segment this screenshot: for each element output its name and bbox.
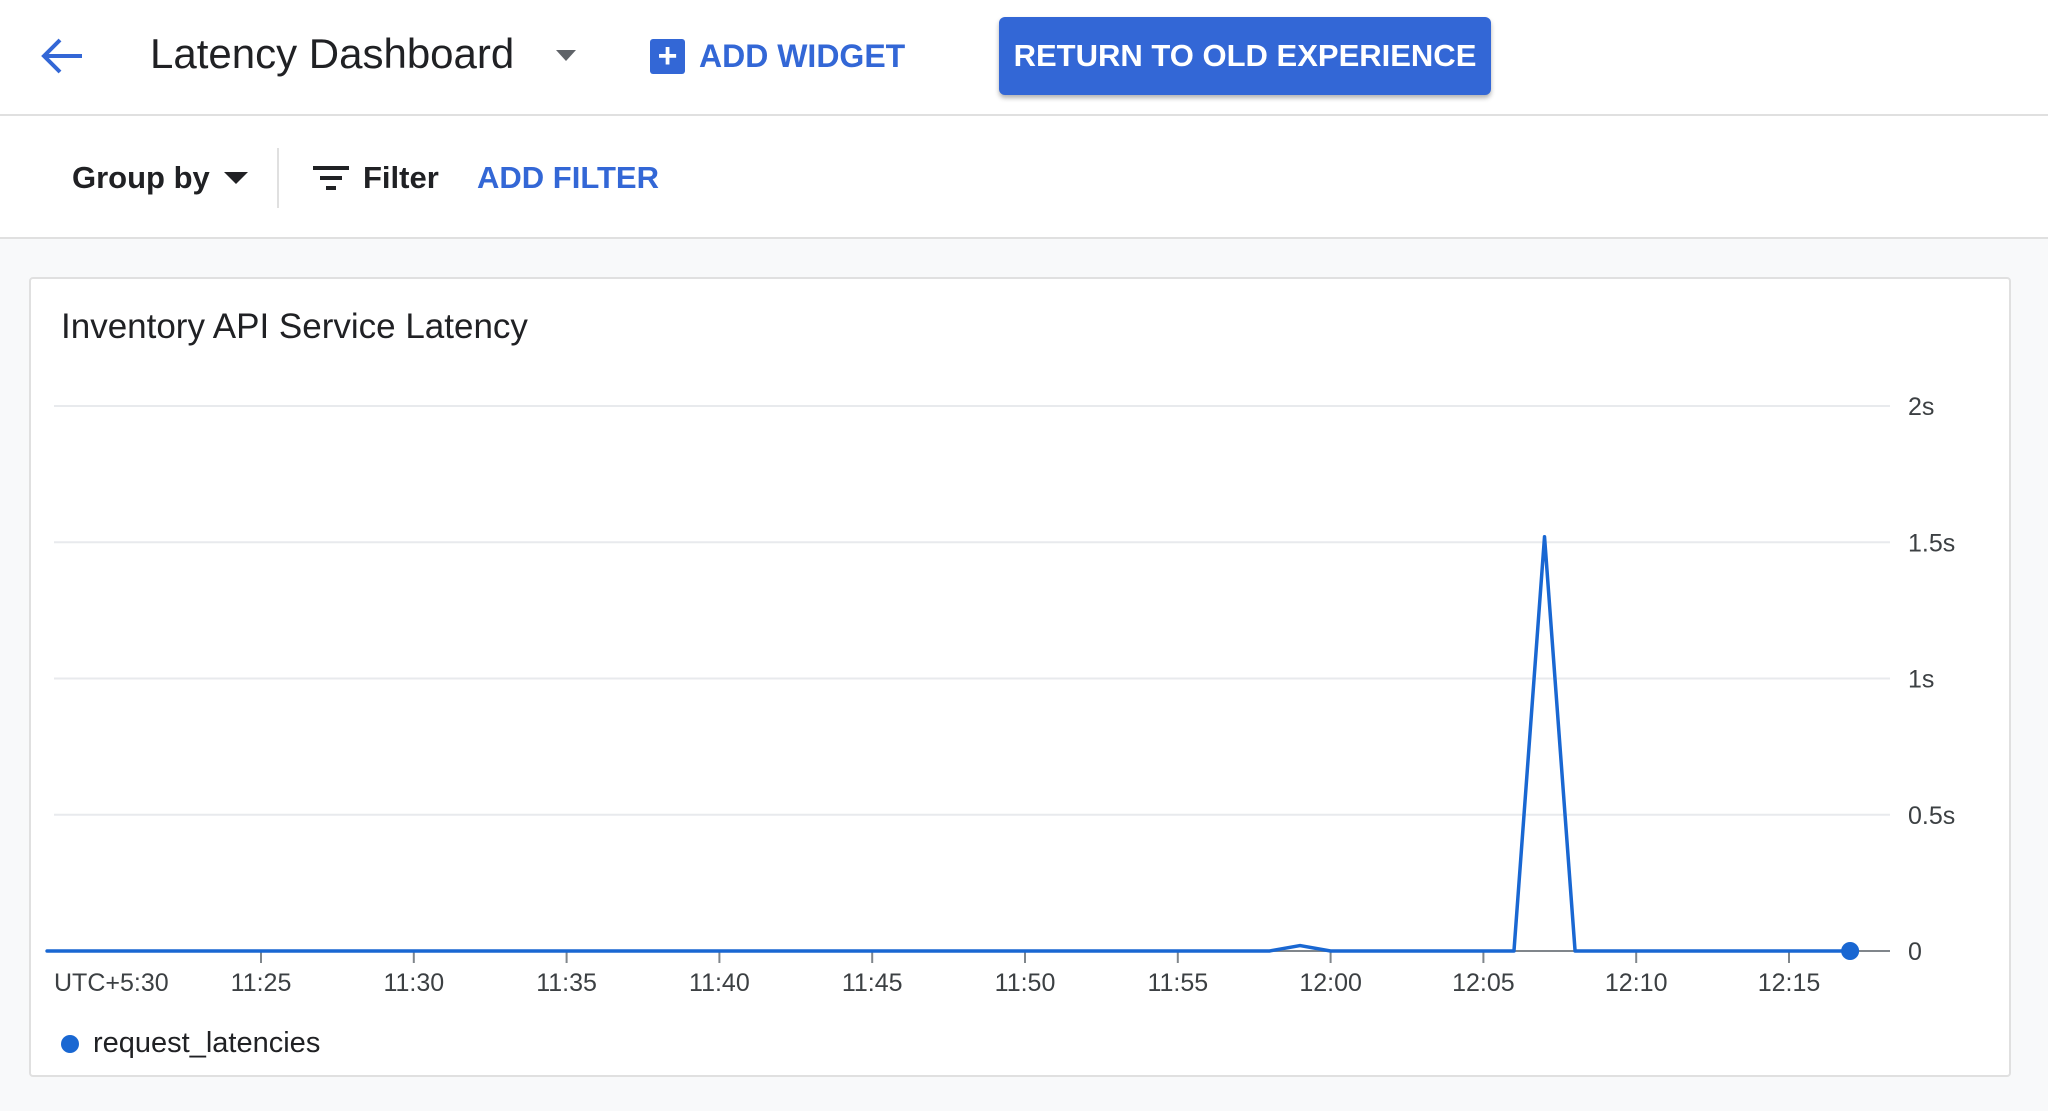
timezone-label: UTC+5:30 xyxy=(54,969,169,997)
x-tick-label: 11:50 xyxy=(995,969,1056,997)
add-widget-label: ADD WIDGET xyxy=(699,38,906,74)
x-tick-label: 12:00 xyxy=(1299,969,1362,997)
return-to-old-experience-button[interactable]: RETURN TO OLD EXPERIENCE xyxy=(999,17,1491,95)
y-tick-label: 1s xyxy=(1908,666,1934,694)
x-tick-label: 11:30 xyxy=(383,969,444,997)
widget-title: Inventory API Service Latency xyxy=(61,307,528,346)
x-tick-label: 12:15 xyxy=(1758,969,1821,997)
filter-icon xyxy=(313,166,349,190)
legend-label: request_latencies xyxy=(93,1027,321,1059)
y-tick-label: 0 xyxy=(1908,938,1922,966)
caret-down-icon xyxy=(223,172,248,184)
filter-bar: Group by Filter ADD FILTER xyxy=(0,116,2048,239)
group-by-label: Group by xyxy=(72,160,210,195)
add-widget-button[interactable]: + ADD WIDGET xyxy=(650,38,905,75)
filter-button[interactable]: Filter xyxy=(313,160,439,196)
series-line-request_latencies xyxy=(45,535,1851,953)
chart-widget: Inventory API Service Latency 0 0.5s 1s 1.5… xyxy=(29,277,2011,1077)
group-by-dropdown[interactable]: Group by xyxy=(72,160,248,196)
filter-label: Filter xyxy=(363,160,439,195)
y-tick-label: 0.5s xyxy=(1908,802,1955,830)
y-tick-label: 2s xyxy=(1908,393,1934,421)
divider xyxy=(277,148,279,208)
dashboard-title[interactable]: Latency Dashboard xyxy=(150,30,515,77)
legend[interactable]: request_latencies xyxy=(61,1027,320,1060)
chevron-down-icon[interactable] xyxy=(556,50,576,61)
x-tick-label: 11:55 xyxy=(1147,969,1208,997)
x-tick-label: 12:05 xyxy=(1452,969,1515,997)
y-tick-label: 1.5s xyxy=(1908,529,1955,557)
x-tick-label: 11:35 xyxy=(536,969,597,997)
add-filter-button[interactable]: ADD FILTER xyxy=(477,160,659,195)
x-tick-label: 11:40 xyxy=(689,969,750,997)
x-tick-label: 12:10 xyxy=(1605,969,1668,997)
legend-dot xyxy=(61,1034,79,1053)
series-end-point xyxy=(1841,942,1860,960)
x-tick-label: 11:45 xyxy=(842,969,903,997)
plus-icon: + xyxy=(650,39,685,74)
arrow-left-icon[interactable] xyxy=(40,36,84,76)
top-bar: Latency Dashboard + ADD WIDGET RETURN TO… xyxy=(0,0,2048,116)
latency-chart[interactable]: 0 0.5s 1s 1.5s 2s UTC+5:30 11:25 11:30 11:35 11:4… xyxy=(31,279,2011,1019)
x-tick-label: 11:25 xyxy=(231,969,292,997)
